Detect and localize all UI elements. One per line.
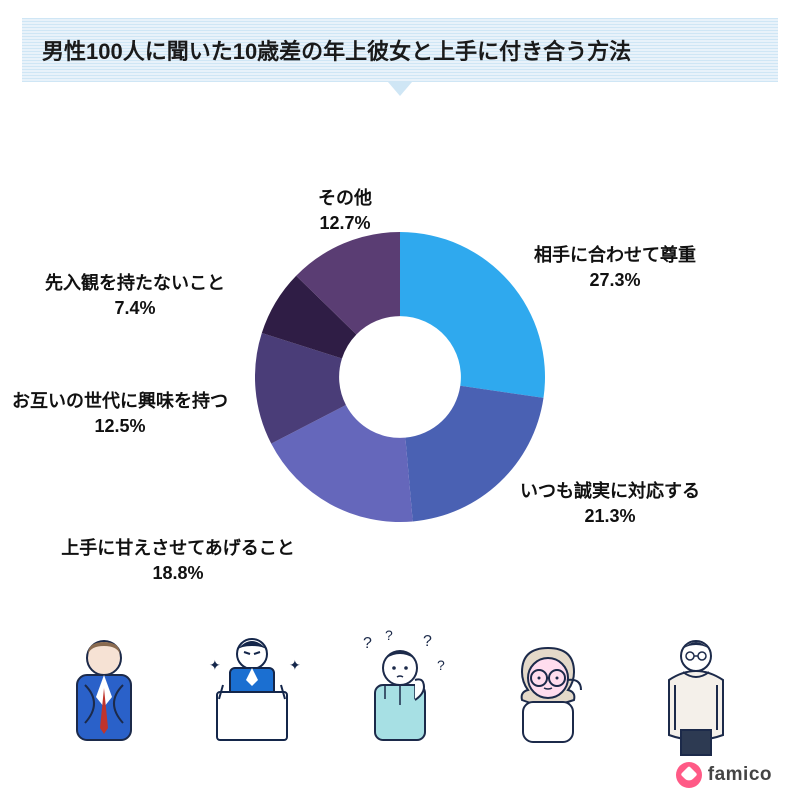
illustration-person-glasses bbox=[493, 630, 603, 760]
slice-label: 上手に甘えさせてあげること18.8% bbox=[61, 536, 294, 586]
slice-label-percent: 21.3% bbox=[520, 504, 700, 529]
illustration-man-sign: ✦ ✦ bbox=[197, 630, 307, 760]
svg-text:?: ? bbox=[437, 657, 445, 673]
svg-text:✦: ✦ bbox=[209, 657, 221, 673]
slice-label: お互いの世代に興味を持つ12.5% bbox=[12, 389, 228, 439]
illustration-man-thinking: ? ? ? ? bbox=[345, 630, 455, 760]
illustration-man-sweater bbox=[641, 630, 751, 760]
logo-heart-icon bbox=[676, 762, 702, 788]
slice-label-name: 上手に甘えさせてあげること bbox=[61, 536, 294, 561]
slice-label-name: お互いの世代に興味を持つ bbox=[12, 389, 228, 414]
slice-label-percent: 7.4% bbox=[45, 296, 225, 321]
illustration-man-suit bbox=[49, 630, 159, 760]
slice-label-name: 相手に合わせて尊重 bbox=[534, 243, 696, 268]
header-banner: 男性100人に聞いた10歳差の年上彼女と上手に付き合う方法 bbox=[22, 18, 778, 82]
svg-text:?: ? bbox=[385, 630, 393, 643]
page-title: 男性100人に聞いた10歳差の年上彼女と上手に付き合う方法 bbox=[42, 34, 758, 66]
brand-logo: famico bbox=[676, 762, 772, 788]
donut-chart-area: 相手に合わせて尊重27.3% いつも誠実に対応する21.3% 上手に甘えさせてあげる… bbox=[0, 96, 800, 636]
donut-slice bbox=[400, 232, 545, 398]
slice-label: いつも誠実に対応する21.3% bbox=[520, 479, 700, 529]
slice-label-name: その他 bbox=[318, 186, 372, 211]
header-pointer-icon bbox=[388, 82, 412, 96]
svg-text:?: ? bbox=[363, 635, 372, 652]
slice-label: 相手に合わせて尊重27.3% bbox=[534, 243, 696, 293]
slice-label-percent: 27.3% bbox=[534, 268, 696, 293]
svg-text:?: ? bbox=[423, 633, 432, 650]
slice-label-name: いつも誠実に対応する bbox=[520, 479, 700, 504]
illustration-row: ✦ ✦ ? ? ? ? bbox=[0, 620, 800, 760]
slice-label: 先入観を持たないこと7.4% bbox=[45, 271, 225, 321]
slice-label-percent: 12.7% bbox=[318, 211, 372, 236]
svg-text:✦: ✦ bbox=[289, 657, 301, 673]
logo-text: famico bbox=[708, 764, 772, 786]
slice-label: その他12.7% bbox=[318, 186, 372, 236]
slice-label-percent: 18.8% bbox=[61, 561, 294, 586]
slice-label-name: 先入観を持たないこと bbox=[45, 271, 225, 296]
donut-chart bbox=[255, 232, 545, 522]
slice-label-percent: 12.5% bbox=[12, 414, 228, 439]
